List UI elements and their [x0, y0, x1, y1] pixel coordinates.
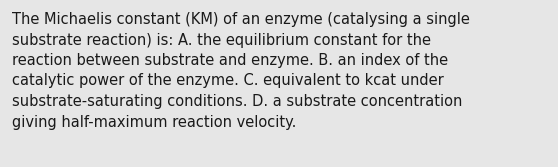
Text: catalytic power of the enzyme. C. equivalent to kcat under: catalytic power of the enzyme. C. equiva… — [12, 73, 444, 89]
Text: The Michaelis constant (KM) of an enzyme (catalysing a single: The Michaelis constant (KM) of an enzyme… — [12, 12, 470, 27]
Text: reaction between substrate and enzyme. B. an index of the: reaction between substrate and enzyme. B… — [12, 53, 448, 68]
Text: giving half-maximum reaction velocity.: giving half-maximum reaction velocity. — [12, 115, 296, 129]
Text: substrate-saturating conditions. D. a substrate concentration: substrate-saturating conditions. D. a su… — [12, 94, 463, 109]
Text: substrate reaction) is: A. the equilibrium constant for the: substrate reaction) is: A. the equilibri… — [12, 33, 431, 47]
